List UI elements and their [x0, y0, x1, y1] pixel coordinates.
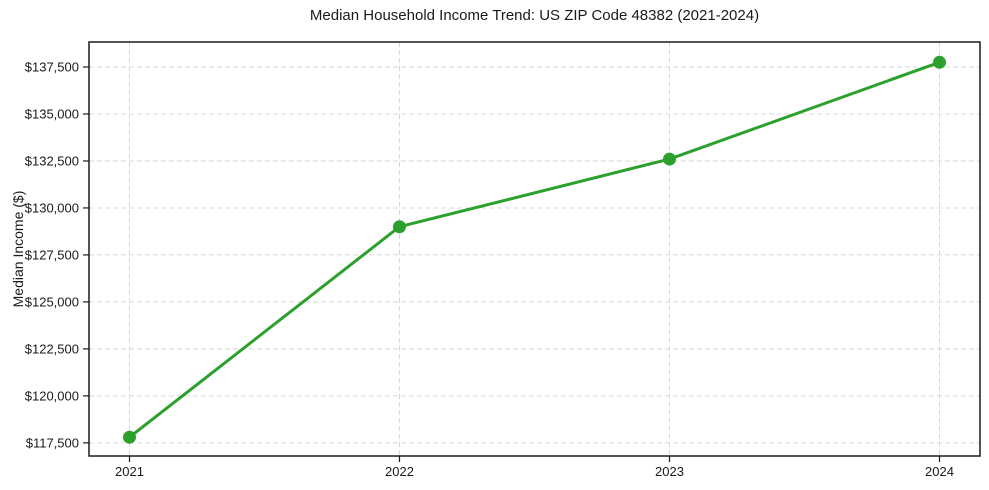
- x-tick-label: 2021: [115, 464, 144, 479]
- plot-border: [88, 41, 981, 457]
- income-trend-line: [128, 60, 941, 439]
- y-tick-label: $137,500: [25, 60, 79, 75]
- y-tick-label: $122,500: [25, 341, 79, 356]
- data-point-marker: [663, 152, 676, 166]
- x-tick-label: 2024: [925, 464, 954, 479]
- chart-title: Median Household Income Trend: US ZIP Co…: [309, 7, 760, 24]
- y-tick-label: $117,500: [26, 435, 79, 450]
- x-tick-label: 2022: [385, 464, 414, 479]
- y-tick-label: $132,500: [25, 154, 79, 169]
- data-point-marker: [123, 430, 136, 444]
- x-tick-label: 2023: [655, 464, 684, 479]
- y-tick-label: $127,500: [25, 247, 79, 262]
- data-point-marker: [393, 220, 406, 234]
- data-point-marker: [933, 55, 946, 69]
- y-tick-label: $135,000: [25, 107, 79, 122]
- y-tick-label: $120,000: [25, 388, 79, 403]
- y-tick-label: $130,000: [25, 200, 79, 215]
- y-tick-label: $125,000: [25, 294, 79, 309]
